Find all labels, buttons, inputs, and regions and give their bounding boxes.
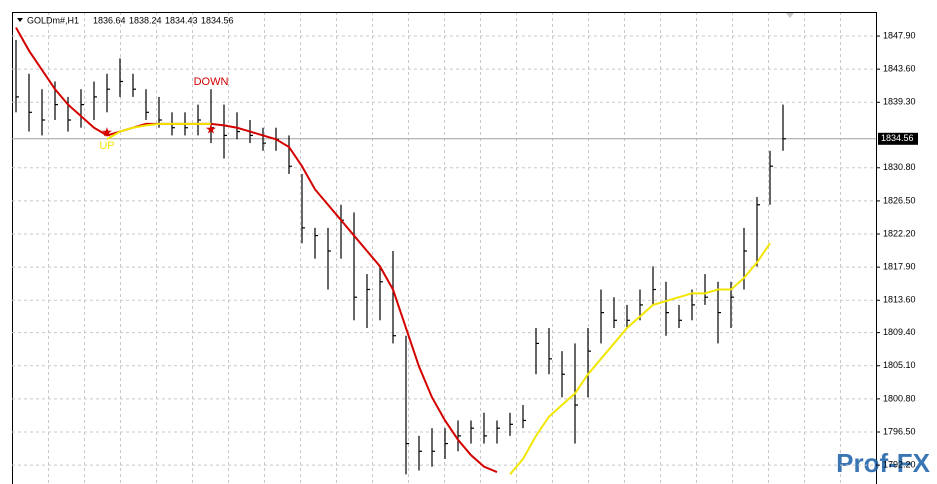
y-tick-label: 1826.50 xyxy=(883,195,916,205)
header-value: 1836.64 xyxy=(93,15,126,25)
y-tick-label: 1800.80 xyxy=(883,393,916,403)
signal-label: DOWN xyxy=(194,76,229,88)
watermark: Prof-FX xyxy=(836,448,931,478)
signal-star: ★ xyxy=(205,121,217,136)
header-values: 1836.64 1838.24 1834.43 1834.56 xyxy=(93,15,234,25)
y-tick-label: 1830.80 xyxy=(883,162,916,172)
y-tick-label: 1792.20 xyxy=(883,460,916,470)
y-tick-label: 1839.30 xyxy=(883,97,916,107)
last-price-label: 1834.56 xyxy=(881,133,914,143)
y-tick-label: 1847.90 xyxy=(883,30,916,40)
moving-average xyxy=(106,122,771,476)
menu-arrow xyxy=(17,18,23,22)
y-tick-label: 1813.60 xyxy=(883,295,916,305)
vertical-grid xyxy=(12,12,876,484)
signal-star: ★ xyxy=(101,125,113,140)
y-tick-label: 1805.10 xyxy=(883,360,916,370)
y-tick-label: 1843.60 xyxy=(883,64,916,74)
last-price-box xyxy=(878,132,918,145)
y-tick-label: 1796.50 xyxy=(883,426,916,436)
y-tick-label: 1817.90 xyxy=(883,262,916,272)
signal-label: UP xyxy=(99,140,114,152)
shift-marker xyxy=(786,13,794,18)
plot-frame xyxy=(12,12,877,484)
header-value: 1834.43 xyxy=(165,15,198,25)
moving-average xyxy=(15,27,498,473)
chart-title: GOLDm#,H1 xyxy=(27,15,79,25)
header-value: 1834.56 xyxy=(201,15,234,25)
y-tick-label: 1822.20 xyxy=(883,228,916,238)
y-tick-label: 1809.40 xyxy=(883,327,916,337)
header-value: 1838.24 xyxy=(129,15,162,25)
